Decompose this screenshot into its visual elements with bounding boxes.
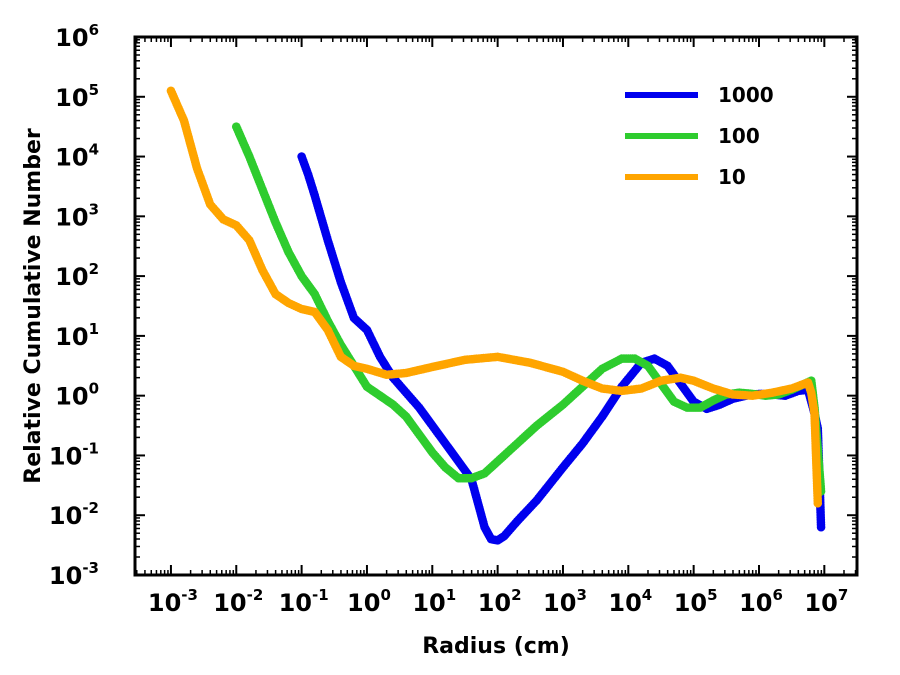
legend-label-10: 10: [718, 165, 746, 189]
plot-frame: [133, 35, 859, 577]
y-tick-label: 10-3: [49, 559, 99, 590]
y-tick-label: 10-1: [49, 439, 99, 470]
x-tick-label: 10-1: [279, 586, 329, 617]
tick-labels-layer: 10-3 10-2 10-1 100 101 102 103 104 105 106 107 10-3…: [49, 21, 848, 617]
x-tick-label: 106: [739, 586, 783, 617]
x-tick-label: 104: [608, 586, 652, 617]
y-tick-label: 106: [55, 21, 99, 52]
legend-label-100: 100: [718, 124, 760, 148]
series-10: [166, 86, 823, 508]
y-tick-label: 10-2: [49, 499, 99, 530]
data-layer: [166, 86, 826, 545]
series-10-point: [813, 498, 823, 508]
legend-label-1000: 1000: [718, 83, 774, 107]
series-1000-point: [816, 522, 826, 532]
series-1000: [297, 152, 826, 545]
y-tick-label: 101: [55, 320, 99, 351]
y-tick-label: 104: [55, 141, 99, 172]
x-tick-label: 105: [674, 586, 718, 617]
x-tick-label: 101: [412, 586, 456, 617]
x-axis-title: Radius (cm): [422, 634, 570, 659]
y-tick-label: 102: [55, 260, 99, 291]
ticks-layer: [135, 36, 857, 576]
y-tick-label: 100: [55, 380, 99, 411]
x-tick-label: 107: [804, 586, 848, 617]
y-axis-title: Relative Cumulative Number: [21, 128, 46, 484]
y-tick-label: 105: [55, 81, 99, 112]
x-tick-label: 103: [543, 586, 587, 617]
y-tick-label: 103: [55, 200, 99, 231]
x-tick-label: 10-3: [148, 586, 198, 617]
x-tick-label: 100: [347, 586, 391, 617]
legend: 1000 100 10: [625, 83, 774, 189]
x-tick-label: 10-2: [213, 586, 263, 617]
x-tick-label: 102: [478, 586, 522, 617]
